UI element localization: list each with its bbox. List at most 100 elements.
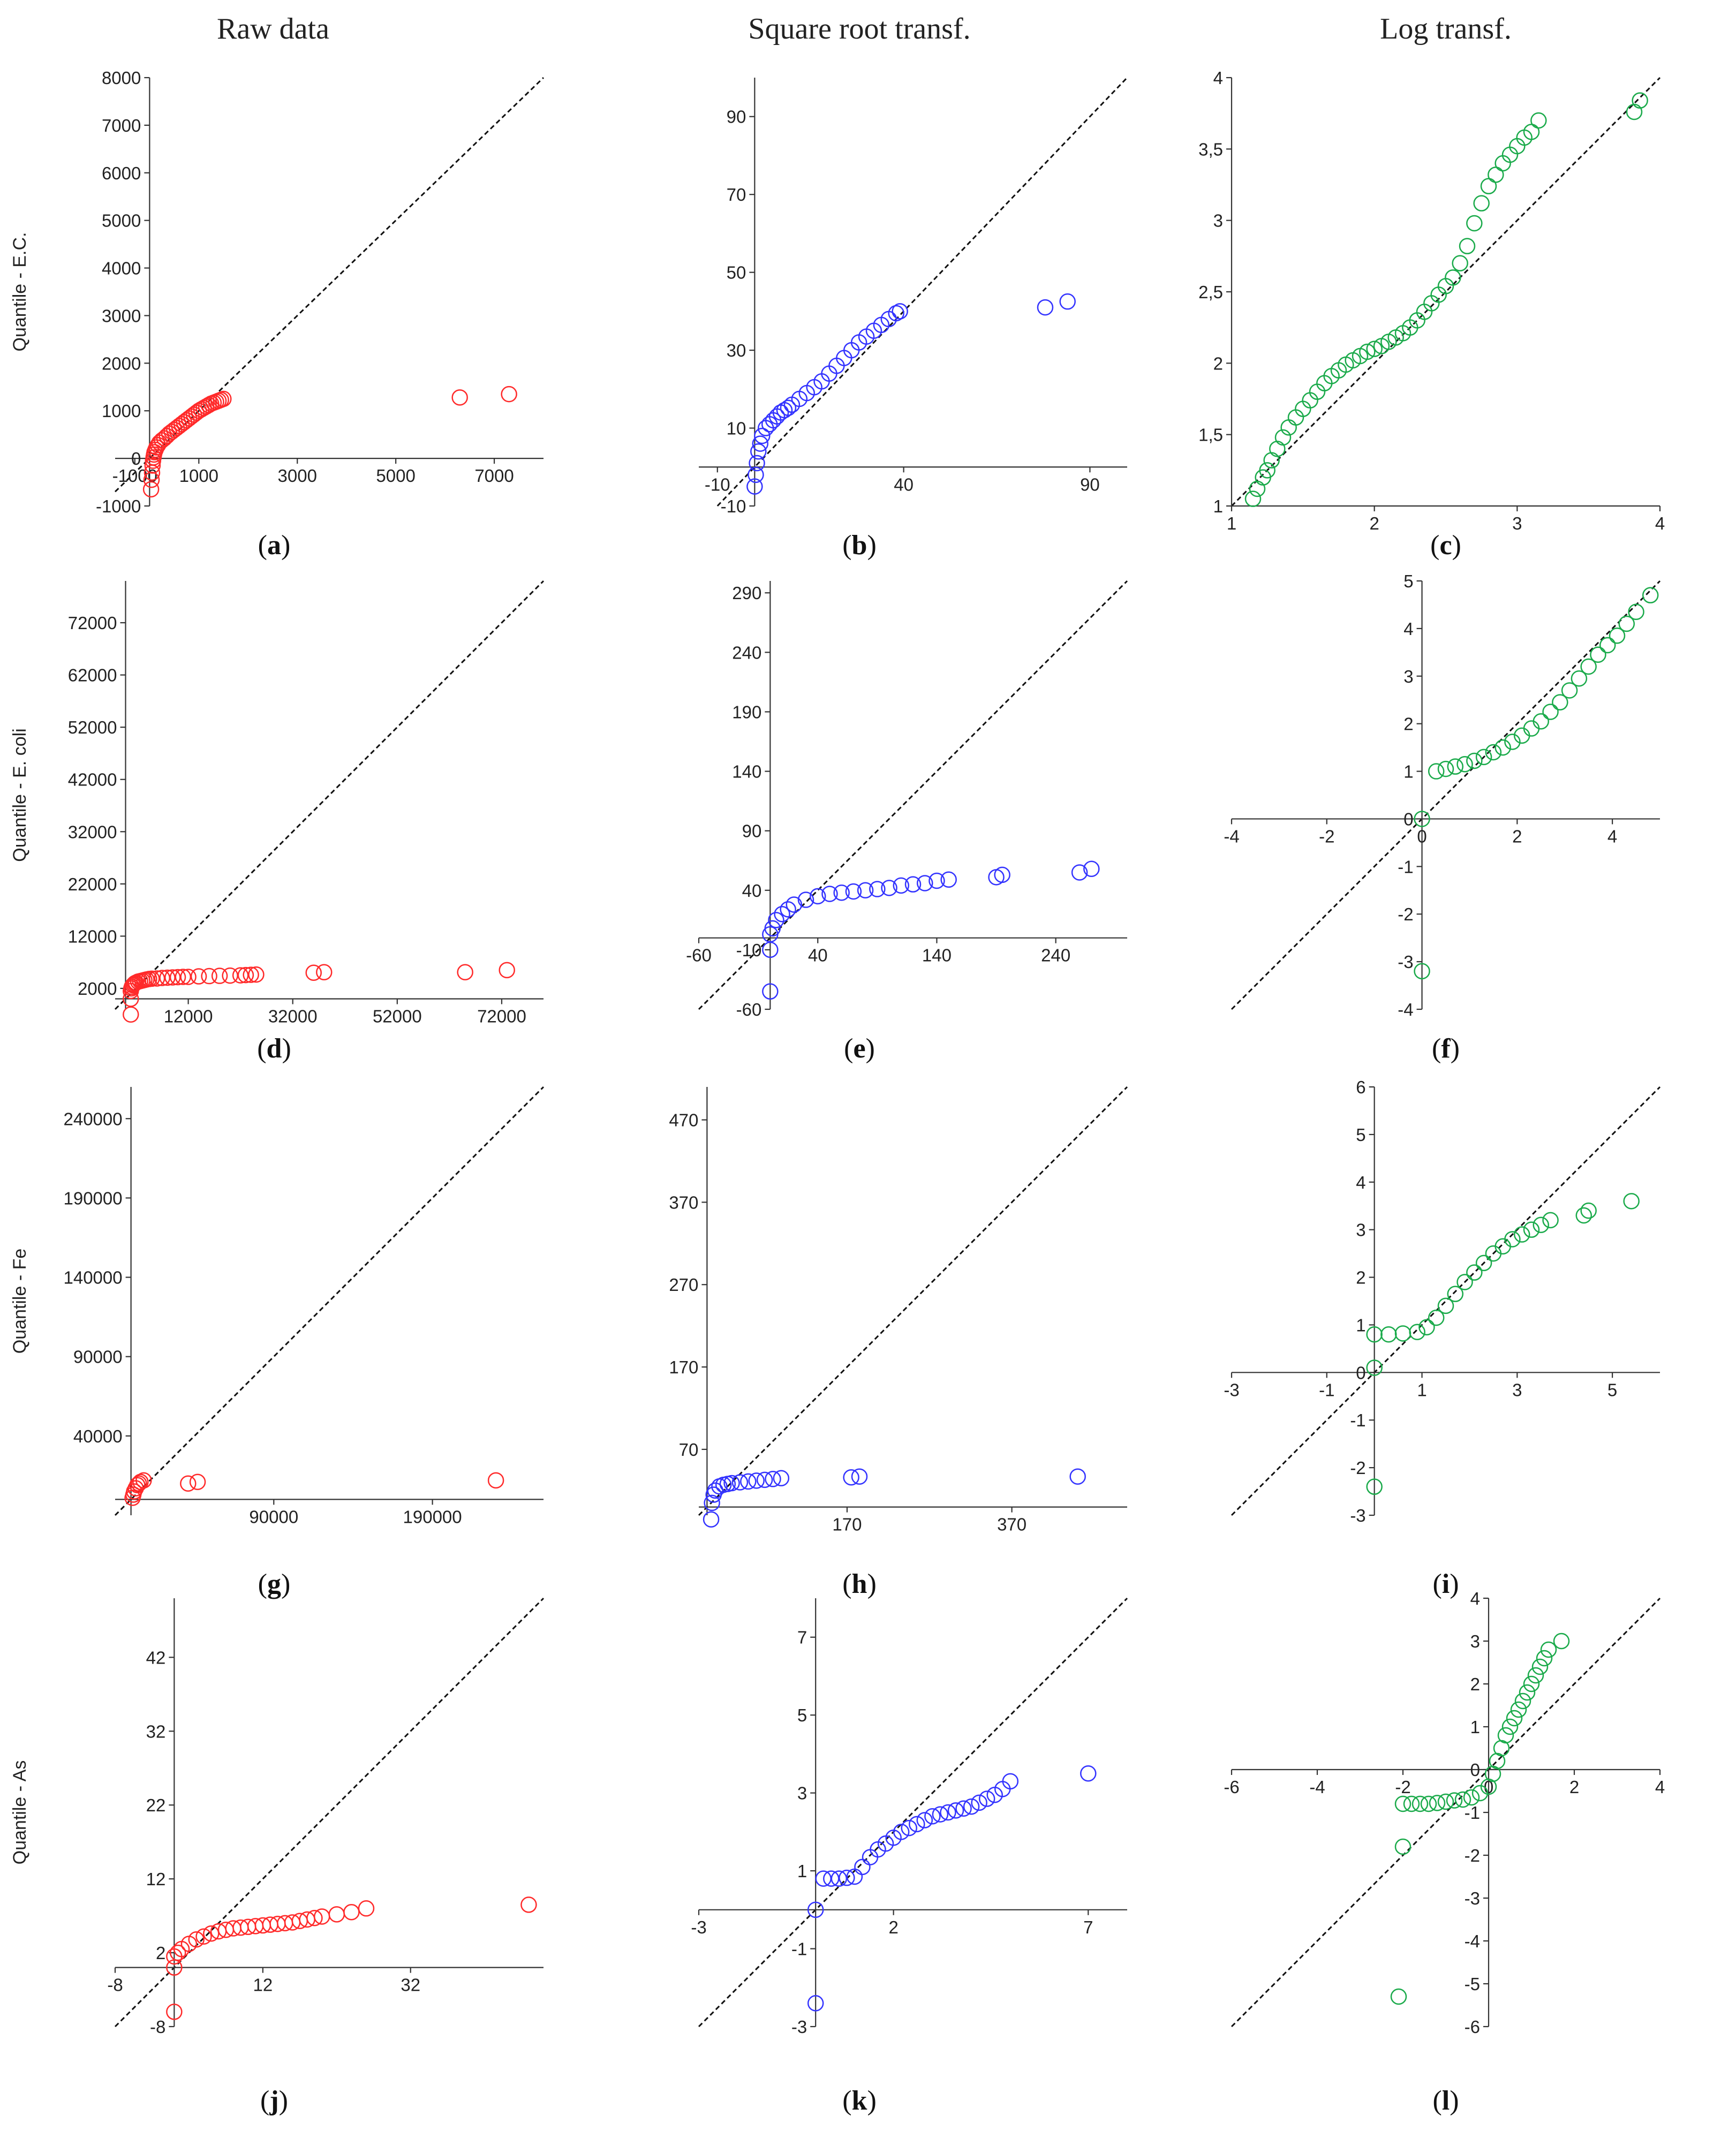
x-tick-label: 4 [1655, 1777, 1665, 1797]
panel-caption-l: (l) [1432, 2085, 1459, 2116]
data-point [963, 1798, 980, 1815]
data-point [1071, 864, 1088, 881]
y-tick-label: -4 [1398, 1000, 1413, 1019]
x-tick-label: 170 [832, 1515, 862, 1535]
x-tick-label: -6 [1224, 1777, 1239, 1797]
data-point [211, 968, 228, 984]
y-tick-label: 2000 [78, 979, 117, 999]
data-point [1513, 1226, 1530, 1243]
y-tick-label: -3 [1350, 1506, 1365, 1525]
data-point [773, 1470, 790, 1487]
data-point [457, 964, 473, 980]
x-tick-label: 7 [1083, 1917, 1093, 1937]
y-tick-label: -3 [1465, 1888, 1480, 1908]
data-point [305, 964, 322, 981]
data-point [786, 896, 803, 913]
y-tick-label: -60 [736, 1000, 762, 1019]
data-point [740, 1473, 757, 1490]
data-point [1618, 615, 1635, 632]
x-tick-label: 90000 [249, 1507, 298, 1527]
y-tick-label: 90 [727, 107, 746, 127]
data-point [315, 964, 333, 980]
data-point [166, 2004, 183, 2020]
y-tick-label: 42000 [68, 770, 117, 790]
y-tick-label: 2 [1356, 1268, 1365, 1288]
data-point [749, 455, 765, 472]
data-point [1523, 1675, 1540, 1692]
reference-line-l [1231, 1597, 1661, 2028]
x-tick-label: 370 [997, 1515, 1026, 1535]
y-tick-label: 190000 [64, 1188, 123, 1208]
x-tick-label: 4 [1607, 826, 1617, 846]
data-point [1069, 1468, 1086, 1485]
data-point [947, 1802, 964, 1819]
data-point [851, 1468, 868, 1485]
data-point [748, 466, 764, 483]
data-point [1244, 490, 1262, 507]
data-point [1059, 293, 1076, 310]
data-point [940, 871, 957, 888]
data-point [142, 481, 160, 498]
data-point [1414, 811, 1430, 827]
y-tick-label: 5 [1356, 1125, 1365, 1145]
data-point [1409, 1324, 1425, 1341]
data-point [306, 1909, 323, 1926]
y-tick-label: 4 [1356, 1173, 1365, 1192]
data-point [754, 427, 771, 444]
y-tick-label: 3,5 [1198, 139, 1223, 159]
data-point [1642, 587, 1659, 603]
y-tick-label: 5000 [102, 211, 141, 231]
y-tick-label: 2 [156, 1943, 165, 1963]
y-tick-label: 12 [146, 1869, 166, 1889]
reference-line-f [1231, 580, 1661, 1010]
data-point [978, 1790, 995, 1807]
data-point [1428, 1309, 1445, 1326]
panel-caption-g: (g) [258, 1569, 291, 1599]
y-tick-label: 32 [146, 1721, 166, 1741]
y-tick-label: 2,5 [1198, 282, 1223, 302]
data-point [1466, 752, 1483, 769]
y-tick-label: 1000 [102, 401, 141, 421]
reference-line-k [698, 1597, 1128, 2028]
data-point [809, 888, 826, 905]
data-point [243, 966, 259, 983]
data-point [1527, 1667, 1544, 1684]
y-tick-label: 3 [797, 1784, 807, 1803]
data-point [520, 1896, 537, 1913]
data-point [1418, 1319, 1435, 1336]
panel-c: 1 2 3 4 1 1,5 2 2,5 3 3,5 4 (c) [1198, 68, 1665, 561]
y-tick-label: 90000 [73, 1347, 123, 1367]
x-tick-label: 5 [1607, 1380, 1617, 1400]
data-point [1274, 429, 1292, 446]
y-tick-label: -10 [721, 496, 746, 516]
panel-k: -3 2 7 -3 -1 1 3 5 7 (k) [691, 1597, 1128, 2116]
y-tick-label: 4 [1213, 68, 1223, 88]
x-tick-label: 2 [1512, 826, 1522, 846]
data-point [1456, 755, 1473, 773]
y-tick-label: 140 [732, 762, 761, 782]
data-point [1519, 1684, 1536, 1701]
data-point [451, 389, 468, 406]
y-tick-label: 40000 [73, 1426, 123, 1446]
panel-caption-b: (b) [842, 530, 877, 561]
data-point [831, 1870, 848, 1887]
y-tick-label: -3 [1398, 952, 1413, 972]
data-point [358, 1900, 375, 1917]
panel-caption-c: (c) [1430, 530, 1461, 561]
x-tick-label: 4 [1655, 513, 1665, 533]
y-tick-label: 90 [742, 821, 762, 841]
y-tick-label: 6 [1356, 1077, 1365, 1097]
data-point [135, 1472, 152, 1489]
data-point [1506, 1710, 1523, 1727]
y-tick-label: 32000 [68, 822, 117, 842]
reference-line-i [1231, 1086, 1661, 1516]
data-point [501, 386, 517, 403]
x-tick-label: 140 [922, 946, 952, 965]
data-point [807, 1901, 824, 1918]
x-tick-label: -4 [1224, 826, 1239, 846]
y-tick-label: 6000 [102, 163, 141, 183]
data-point [1552, 694, 1568, 711]
data-point [909, 1816, 925, 1833]
data-point [189, 1473, 206, 1491]
data-point [159, 969, 176, 986]
